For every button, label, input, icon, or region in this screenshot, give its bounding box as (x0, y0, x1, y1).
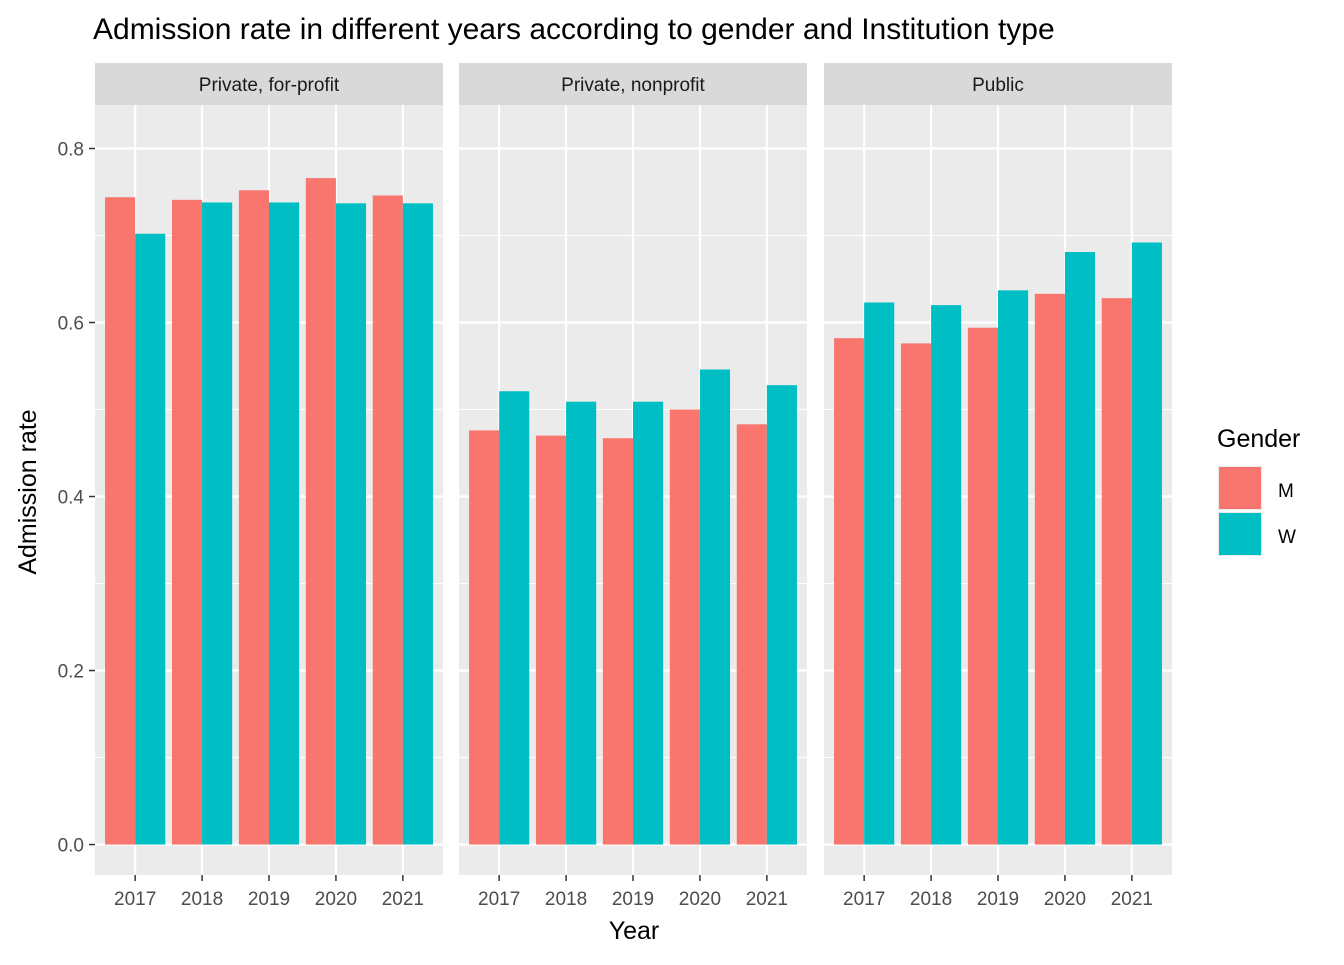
bar-M-2018 (171, 199, 203, 845)
facet-panel: Public 2017 2018 2019 2020 2021 (824, 63, 1172, 910)
bar-W-2021 (766, 385, 797, 845)
y-tick-label: 0.6 (58, 314, 84, 335)
x-tick-label: 2017 (114, 889, 156, 910)
x-tick-label: 2020 (1044, 889, 1086, 910)
bar-M-2020 (305, 178, 336, 845)
y-tick-label: 0.4 (58, 488, 85, 509)
bar-W-2020 (699, 369, 731, 845)
bar-M-2017 (469, 430, 500, 845)
bar-M-2021 (1101, 298, 1132, 845)
y-tick-label: 0.0 (58, 836, 84, 857)
x-axis-title: Year (609, 917, 660, 945)
bar-W-2018 (202, 202, 233, 845)
bar-M-2019 (967, 327, 998, 845)
x-tick-label: 2017 (843, 889, 885, 910)
legend-label-M: M (1278, 481, 1294, 502)
x-tick-label: 2019 (612, 889, 654, 910)
bar-W-2021 (1131, 242, 1162, 845)
bar-W-2018 (566, 401, 597, 845)
bar-W-2017 (135, 233, 166, 845)
x-tick-label: 2018 (910, 889, 952, 910)
bar-M-2021 (372, 195, 403, 845)
chart-title: Admission rate in different years accord… (93, 13, 1055, 46)
bar-W-2021 (402, 203, 433, 845)
legend-label-W: W (1278, 527, 1296, 548)
bar-W-2017 (499, 391, 530, 845)
y-axis-title: Admission rate (14, 409, 42, 574)
x-tick-label: 2021 (1111, 889, 1153, 910)
x-tick-label: 2020 (679, 889, 721, 910)
bar-W-2020 (335, 203, 367, 845)
bar-W-2019 (633, 401, 664, 845)
bar-W-2019 (269, 202, 300, 845)
x-tick-label: 2018 (181, 889, 223, 910)
bar-M-2019 (238, 190, 269, 845)
bar-W-2020 (1064, 252, 1096, 845)
x-tick-label: 2018 (545, 889, 587, 910)
facet-strip (824, 63, 1172, 105)
facet-strip (459, 63, 807, 105)
facet-strip-label: Private, nonprofit (561, 75, 705, 96)
x-tick-label: 2021 (746, 889, 788, 910)
bar-M-2019 (602, 438, 633, 845)
x-tick-label: 2017 (478, 889, 520, 910)
y-axis: 0.0 0.2 0.4 0.6 0.8 (58, 140, 95, 857)
y-tick-label: 0.2 (58, 662, 84, 683)
bar-W-2018 (931, 305, 962, 845)
bar-M-2018 (900, 343, 932, 845)
bar-M-2021 (736, 424, 767, 845)
x-tick-label: 2019 (977, 889, 1019, 910)
bar-M-2020 (669, 409, 700, 845)
y-tick-label: 0.8 (58, 140, 84, 161)
bar-W-2017 (864, 302, 895, 845)
bar-M-2020 (1034, 293, 1065, 845)
legend: Gender M W (1217, 425, 1300, 556)
bar-M-2018 (535, 435, 567, 845)
x-tick-label: 2021 (382, 889, 424, 910)
facet-strip-label: Private, for-profit (199, 75, 340, 96)
bar-M-2017 (834, 338, 865, 845)
legend-swatch-M (1219, 467, 1261, 509)
x-tick-label: 2019 (248, 889, 290, 910)
facet-strip-label: Public (972, 75, 1024, 96)
bar-W-2019 (998, 290, 1029, 845)
facet-panel: Private, for-profit 2017 2018 2019 2020 2021 (95, 63, 443, 910)
facet-strip (95, 63, 443, 105)
x-tick-label: 2020 (315, 889, 357, 910)
legend-title: Gender (1217, 425, 1300, 453)
bar-M-2017 (105, 197, 136, 845)
facet-panel: Private, nonprofit 2017 2018 2019 2020 2021 (459, 63, 807, 910)
legend-swatch-W (1219, 513, 1261, 555)
